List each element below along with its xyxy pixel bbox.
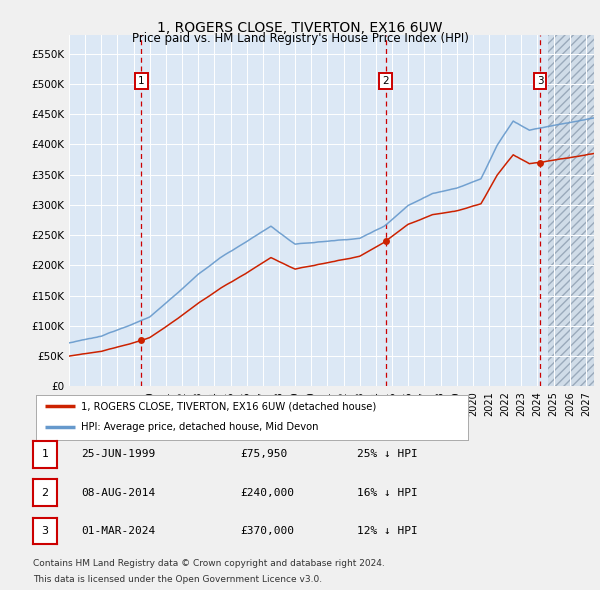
Text: 1, ROGERS CLOSE, TIVERTON, EX16 6UW: 1, ROGERS CLOSE, TIVERTON, EX16 6UW bbox=[157, 21, 443, 35]
Text: 12% ↓ HPI: 12% ↓ HPI bbox=[357, 526, 418, 536]
Text: 25-JUN-1999: 25-JUN-1999 bbox=[81, 450, 155, 459]
Text: Contains HM Land Registry data © Crown copyright and database right 2024.: Contains HM Land Registry data © Crown c… bbox=[33, 559, 385, 568]
Text: 16% ↓ HPI: 16% ↓ HPI bbox=[357, 488, 418, 497]
Text: 1: 1 bbox=[41, 450, 49, 459]
Text: This data is licensed under the Open Government Licence v3.0.: This data is licensed under the Open Gov… bbox=[33, 575, 322, 584]
Text: 2: 2 bbox=[382, 76, 389, 86]
Text: Price paid vs. HM Land Registry's House Price Index (HPI): Price paid vs. HM Land Registry's House … bbox=[131, 32, 469, 45]
Text: 3: 3 bbox=[537, 76, 544, 86]
Bar bbox=[548, 35, 594, 386]
Text: 2: 2 bbox=[41, 488, 49, 497]
Text: £240,000: £240,000 bbox=[240, 488, 294, 497]
Text: £370,000: £370,000 bbox=[240, 526, 294, 536]
Text: 1, ROGERS CLOSE, TIVERTON, EX16 6UW (detached house): 1, ROGERS CLOSE, TIVERTON, EX16 6UW (det… bbox=[82, 401, 377, 411]
Text: HPI: Average price, detached house, Mid Devon: HPI: Average price, detached house, Mid … bbox=[82, 422, 319, 432]
Text: 01-MAR-2024: 01-MAR-2024 bbox=[81, 526, 155, 536]
Text: 3: 3 bbox=[41, 526, 49, 536]
Text: 1: 1 bbox=[138, 76, 145, 86]
Text: 25% ↓ HPI: 25% ↓ HPI bbox=[357, 450, 418, 459]
Text: 08-AUG-2014: 08-AUG-2014 bbox=[81, 488, 155, 497]
Bar bbox=[548, 35, 594, 386]
Text: £75,950: £75,950 bbox=[240, 450, 287, 459]
